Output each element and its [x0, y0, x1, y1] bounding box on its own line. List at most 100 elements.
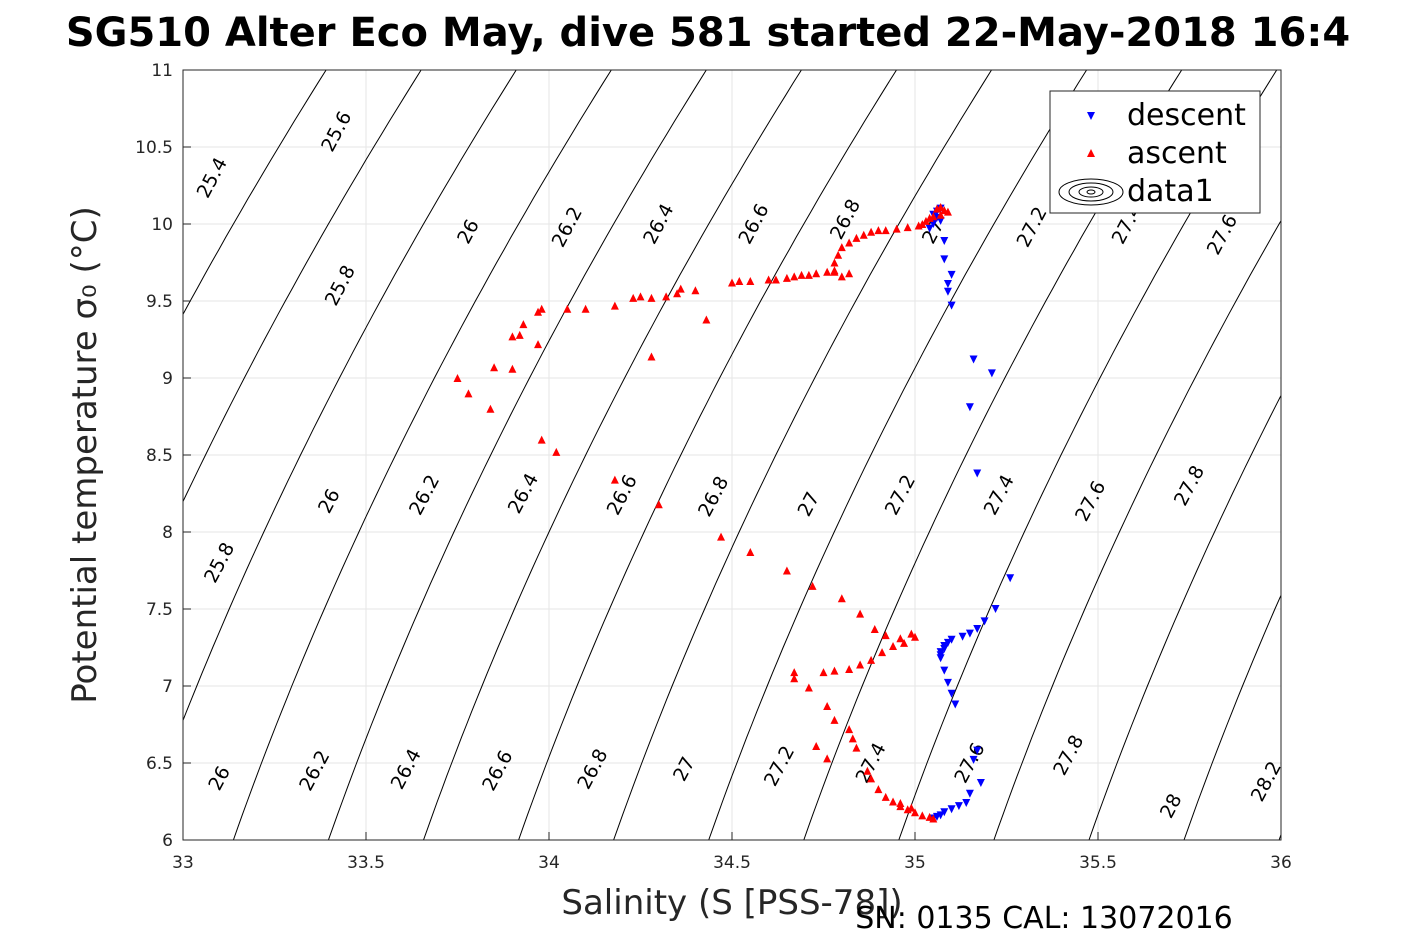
- ascent-point: [867, 227, 876, 236]
- ascent-point: [918, 811, 927, 820]
- ascent-point: [808, 581, 817, 590]
- descent-point: [973, 746, 982, 755]
- ascent-point: [519, 320, 528, 329]
- ascent-point: [823, 702, 832, 711]
- descent-point: [940, 236, 949, 245]
- y-tick-label: 7: [162, 677, 173, 697]
- descent-point: [925, 224, 934, 233]
- ascent-point: [812, 269, 821, 278]
- descent-point: [947, 270, 956, 279]
- ascent-point: [581, 304, 590, 313]
- ascent-point: [819, 668, 828, 677]
- ascent-point: [464, 389, 473, 398]
- descent-point: [943, 638, 952, 647]
- ascent-point: [903, 223, 912, 232]
- ascent-point: [911, 808, 919, 817]
- ascent-point: [889, 641, 898, 650]
- ascent-point: [662, 292, 671, 301]
- ascent-point: [508, 364, 517, 373]
- ascent-point: [881, 631, 890, 640]
- ascent-point: [534, 340, 543, 349]
- ascent-point: [610, 475, 619, 484]
- y-tick-label: 7.5: [146, 600, 173, 620]
- descent-point: [980, 617, 989, 626]
- ascent-point: [896, 799, 905, 808]
- ascent-point: [892, 224, 901, 233]
- figure-title: SG510 Alter Eco May, dive 581 started 22…: [66, 10, 1350, 56]
- ascent-point: [881, 226, 890, 235]
- x-tick-label: 34: [538, 853, 560, 873]
- ascent-point: [823, 267, 832, 276]
- ascent-point: [889, 797, 898, 806]
- ascent-point: [845, 238, 854, 247]
- ascent-point: [552, 447, 561, 456]
- ascent-point: [563, 304, 572, 313]
- ascent-point: [834, 250, 843, 259]
- ascent-point: [636, 292, 645, 301]
- ascent-point: [852, 233, 861, 242]
- isopycnal-line: [1278, 833, 1281, 840]
- ascent-point: [790, 668, 799, 677]
- descent-point: [965, 403, 974, 412]
- y-tick-label: 10.5: [135, 138, 173, 158]
- ascent-point: [856, 660, 865, 669]
- isopycnal-line: [232, 70, 612, 840]
- y-tick-label: 9: [162, 369, 173, 389]
- ascent-point: [797, 270, 806, 279]
- ascent-point: [717, 532, 726, 541]
- y-tick-label: 10: [151, 215, 173, 235]
- descent-point: [951, 700, 960, 709]
- ascent-point: [863, 766, 872, 775]
- isopycnal-line: [183, 70, 517, 722]
- x-tick-label: 36: [1270, 853, 1292, 873]
- ascent-point: [943, 207, 952, 216]
- descent-point: [973, 625, 982, 634]
- y-tick-label: 9.5: [146, 292, 173, 312]
- ascent-point: [881, 792, 890, 801]
- ascent-point: [830, 258, 839, 267]
- ascent-point: [936, 210, 945, 219]
- descent-point: [969, 755, 978, 764]
- descent-point: [991, 605, 1000, 613]
- ascent-point: [852, 743, 861, 752]
- isopycnal-line: [183, 70, 327, 316]
- ascent-point: [790, 272, 799, 281]
- x-tick-label: 33: [172, 853, 194, 873]
- grid-lines: [183, 70, 1281, 840]
- descent-point: [973, 469, 982, 478]
- ascent-point: [812, 742, 821, 751]
- ascent-point: [914, 221, 923, 230]
- ascent-point: [870, 625, 879, 634]
- y-axis-ticks: 6 6.5 7 7.5 8 8.5 9 9.5 10 10.5 11: [135, 61, 191, 851]
- ascent-point: [691, 286, 700, 295]
- ascent-point: [537, 435, 546, 444]
- legend-box: [1049, 90, 1261, 214]
- descent-point: [976, 779, 985, 788]
- ascent-point: [830, 715, 839, 724]
- isopycnal-line: [183, 70, 422, 503]
- ascent-point: [859, 230, 868, 239]
- ascent-point: [837, 594, 846, 603]
- ascent-point: [925, 213, 934, 222]
- ascent-point: [856, 609, 865, 618]
- descent-point: [947, 805, 956, 814]
- ascent-point: [534, 307, 543, 316]
- ascent-point: [771, 275, 780, 284]
- ascent-point: [907, 629, 916, 638]
- ascent-point: [929, 814, 938, 823]
- descent-point: [947, 689, 956, 698]
- ascent-point: [936, 203, 945, 212]
- isopycnal-line: [993, 219, 1281, 840]
- ascent-point: [907, 803, 916, 812]
- descent-point: [954, 802, 963, 811]
- descent-point: [969, 355, 978, 364]
- ascent-point: [782, 273, 791, 282]
- descent-point: [962, 799, 971, 808]
- legend-ascent-marker: [1087, 149, 1095, 157]
- legend-data1-contour-icon: [1058, 178, 1124, 206]
- y-tick-label: 8.5: [146, 446, 173, 466]
- descent-point: [958, 632, 967, 641]
- y-axis-label: Potential temperature σ₀ (°C): [65, 206, 105, 704]
- x-tick-label: 33.5: [347, 853, 385, 873]
